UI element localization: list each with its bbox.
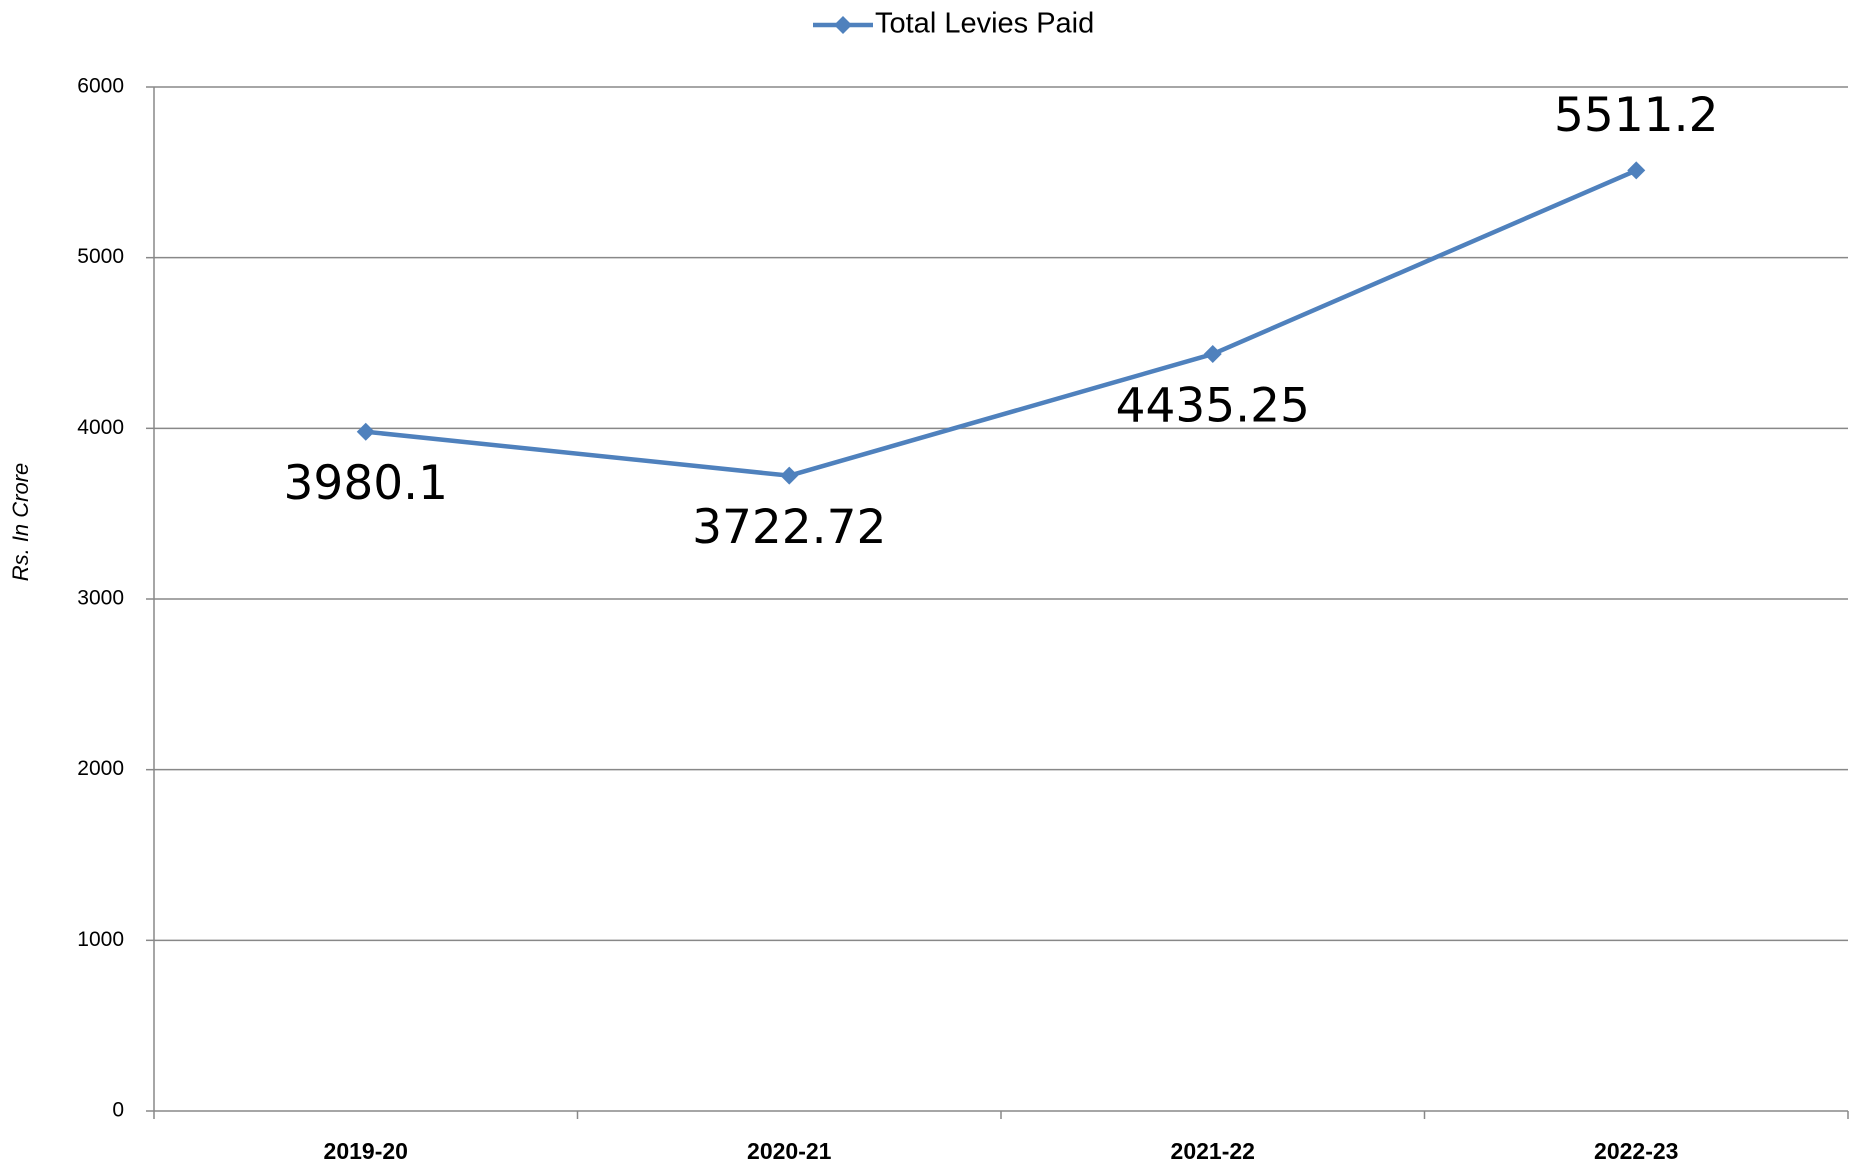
marker — [780, 466, 799, 485]
y-tick-label: 1000 — [77, 928, 124, 951]
marker — [356, 422, 375, 441]
y-tick-label: 2000 — [77, 757, 124, 780]
y-tick-label: 5000 — [77, 245, 124, 268]
y-tick-label: 3000 — [77, 587, 124, 610]
marker — [1627, 161, 1646, 180]
data-label: 4435.25 — [1116, 379, 1310, 434]
y-tick-label: 6000 — [77, 75, 124, 98]
data-label: 5511.2 — [1554, 88, 1718, 143]
x-tick-label: 2019-20 — [324, 1138, 408, 1164]
y-tick-label: 0 — [112, 1099, 124, 1122]
data-label: 3980.1 — [284, 456, 448, 511]
x-tick-label: 2022-23 — [1594, 1138, 1678, 1164]
x-tick-label: 2020-21 — [747, 1138, 832, 1164]
marker — [1203, 345, 1222, 364]
y-axis-title: Rs. In Crore — [8, 463, 33, 582]
line — [365, 168, 1638, 478]
data-label: 3722.72 — [692, 500, 886, 555]
x-tick-label: 2021-22 — [1171, 1138, 1255, 1164]
legend-label: Total Levies Paid — [875, 8, 1094, 40]
y-tick-label: 4000 — [77, 416, 124, 439]
legend-marker — [834, 16, 852, 34]
